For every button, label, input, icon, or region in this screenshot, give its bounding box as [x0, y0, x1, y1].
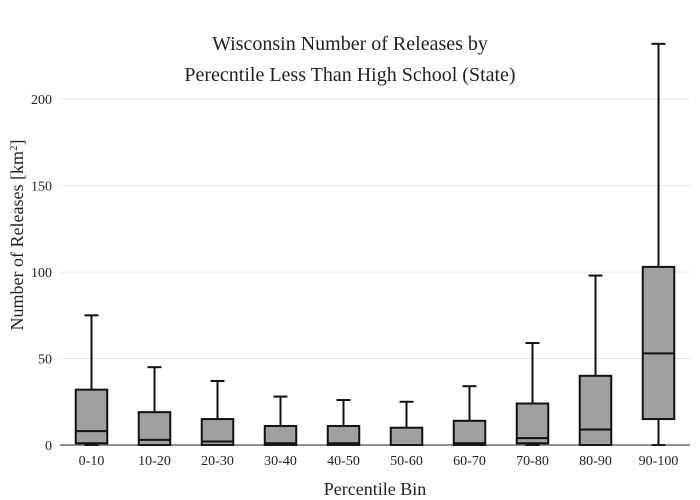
- iqr-box: [578, 374, 613, 447]
- box-90-100: [641, 42, 676, 446]
- box-60-70: [452, 385, 487, 446]
- x-tick-label: 50-60: [390, 454, 423, 469]
- y-tick-label: 0: [45, 439, 52, 454]
- iqr-box: [326, 424, 361, 446]
- chart-title-line-2: Perecntile Less Than High School (State): [184, 64, 515, 86]
- y-tick-label: 200: [31, 93, 52, 108]
- x-tick-label: 40-50: [327, 454, 360, 469]
- grid-lines: [60, 98, 690, 360]
- box-series: [74, 42, 676, 447]
- iqr-box: [452, 419, 487, 446]
- box-20-30: [200, 380, 235, 446]
- y-axis-title-close: ]: [7, 140, 27, 146]
- box-0-10: [74, 314, 109, 446]
- y-tick-labels: 0 50 100 150 200: [31, 93, 52, 454]
- y-axis-title: Number of Releases [km2]: [7, 140, 27, 331]
- y-axis-title-superscript: 2: [8, 146, 20, 152]
- box-10-20: [137, 366, 172, 447]
- y-axis-title-text: Number of Releases [km: [7, 151, 27, 330]
- x-tick-label: 70-80: [516, 454, 549, 469]
- y-tick-label: 100: [31, 266, 52, 281]
- x-tick-labels: 0-10 10-20 20-30 30-40 40-50 50-60 60-70 70-80 8…: [79, 454, 679, 469]
- y-tick-label: 150: [31, 180, 52, 195]
- x-tick-label: 60-70: [453, 454, 486, 469]
- x-tick-label: 0-10: [79, 454, 105, 469]
- iqr-box: [515, 402, 550, 445]
- iqr-box: [74, 388, 109, 445]
- box-40-50: [326, 399, 361, 446]
- iqr-box: [641, 265, 676, 421]
- x-axis-title: Percentile Bin: [324, 479, 426, 499]
- iqr-box: [263, 424, 298, 446]
- x-tick-label: 10-20: [138, 454, 171, 469]
- chart-title-line-1: Wisconsin Number of Releases by: [212, 33, 488, 55]
- box-30-40: [263, 395, 298, 446]
- iqr-box: [389, 426, 424, 447]
- box-50-60: [389, 400, 424, 447]
- y-tick-label: 50: [38, 353, 52, 368]
- x-tick-label: 20-30: [201, 454, 234, 469]
- x-tick-label: 30-40: [264, 454, 297, 469]
- x-tick-label: 90-100: [639, 454, 679, 469]
- box-80-90: [578, 274, 613, 447]
- x-tick-label: 80-90: [579, 454, 612, 469]
